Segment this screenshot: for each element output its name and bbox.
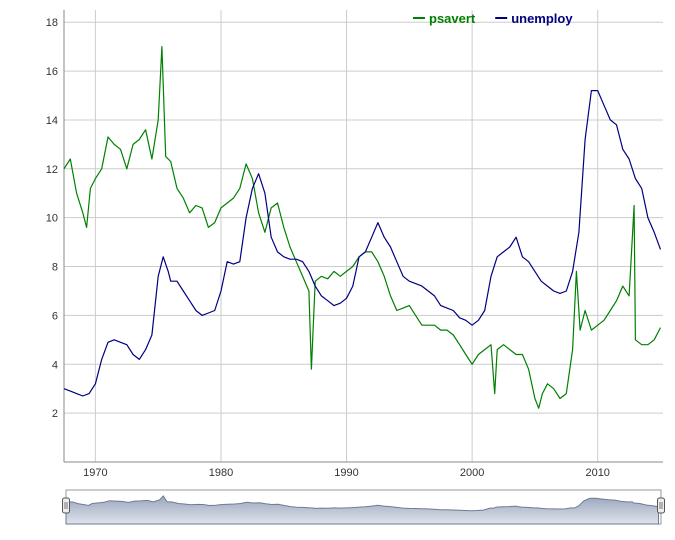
legend: psavert unemploy — [413, 11, 573, 26]
legend-label-unemploy: unemploy — [511, 11, 573, 26]
y-tick-label: 18 — [46, 17, 58, 29]
x-tick-label: 1990 — [334, 467, 358, 479]
x-tick-label: 2000 — [460, 467, 484, 479]
legend-label-psavert: psavert — [429, 11, 476, 26]
x-tick-labels: 1970 1980 1990 2000 2010 — [83, 467, 610, 479]
y-tick-label: 10 — [46, 213, 58, 225]
grid — [64, 10, 663, 462]
y-tick-label: 14 — [46, 115, 58, 127]
range-handle-left[interactable] — [62, 497, 70, 514]
y-tick-label: 12 — [46, 164, 58, 176]
series-line-psavert[interactable] — [63, 46, 662, 409]
axes — [63, 10, 663, 463]
x-tick-label: 1980 — [209, 467, 233, 479]
series-line-unemploy[interactable] — [63, 90, 662, 397]
x-tick-label: 1970 — [83, 467, 107, 479]
range-selector[interactable] — [62, 489, 665, 525]
y-tick-label: 8 — [52, 262, 58, 274]
series-lines[interactable] — [63, 46, 662, 409]
range-selector-area — [65, 495, 659, 525]
range-handle-right[interactable] — [657, 497, 665, 514]
y-tick-label: 4 — [52, 359, 58, 371]
y-tick-labels: 2 4 6 8 10 12 14 16 18 — [46, 17, 58, 420]
y-tick-label: 2 — [52, 408, 58, 420]
y-tick-label: 6 — [52, 310, 58, 322]
y-tick-label: 16 — [46, 66, 58, 78]
x-tick-label: 2010 — [585, 467, 609, 479]
